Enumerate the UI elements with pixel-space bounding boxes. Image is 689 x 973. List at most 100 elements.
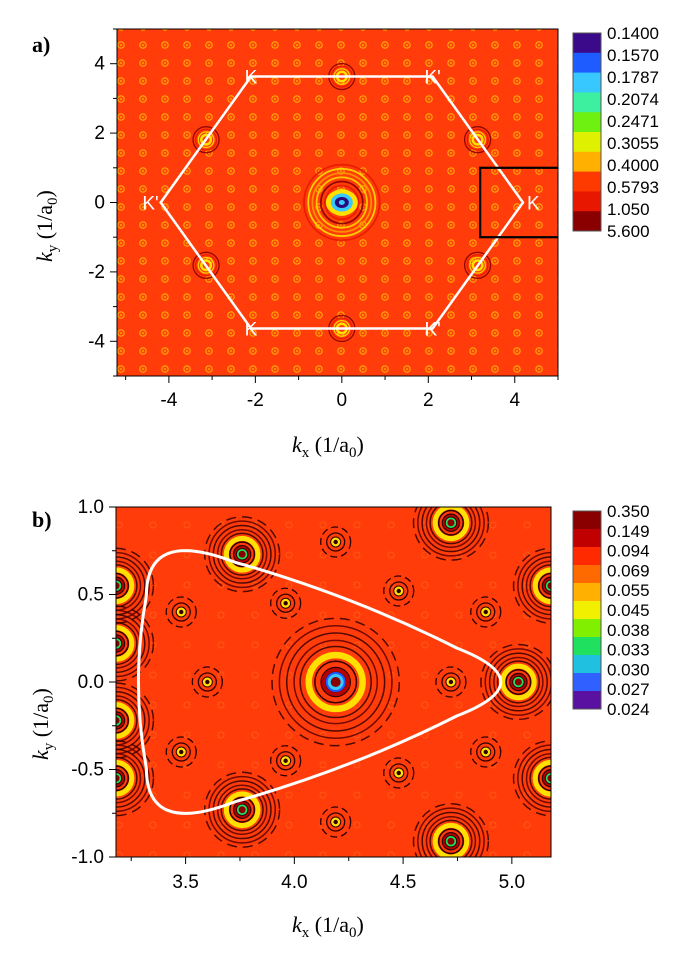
colorbar-a-segment: [573, 33, 601, 54]
symmetry-label: K: [245, 68, 258, 89]
colorbar-a-label: 0.1570: [607, 46, 659, 65]
peak-b-small-contour2: [389, 581, 409, 601]
peak-b-contour: [480, 643, 551, 721]
peak-b-yellow-ring: [500, 663, 537, 701]
peak-b-contour: [421, 811, 481, 857]
peak-b-small-core: [483, 749, 488, 755]
peak-b-yellow-ring: [432, 822, 470, 857]
colorbar-b-segment: [573, 619, 601, 638]
peak-b-large-2: [412, 803, 490, 857]
colorbar-a-segment: [573, 52, 601, 74]
peak-b-small-core: [396, 770, 401, 776]
peak-b-contour: [412, 507, 490, 561]
peak-b-contour: [116, 748, 146, 808]
colorbar-b-segment: [573, 565, 601, 584]
x-tick-label: 3.5: [172, 872, 198, 893]
colorbar-a-segment: [573, 171, 601, 192]
y-tick-label: 4: [94, 54, 105, 75]
peak-b-contour: [517, 744, 551, 813]
peak-a-ring: [195, 254, 218, 277]
peak-b-contour: [417, 507, 485, 557]
peak-b-small-contour: [383, 575, 415, 607]
colorbar-b-label: 0.030: [607, 660, 650, 679]
colorbar-a-label: 0.3055: [607, 134, 659, 153]
peak-b-small-contour: [435, 666, 467, 698]
colorbar-b-segment: [573, 655, 601, 674]
peak-a-ring: [197, 131, 215, 149]
symmetry-label: K: [527, 194, 540, 215]
peak-b-contour: [525, 560, 551, 611]
peak-a-ring: [192, 126, 220, 154]
symmetry-label: K: [245, 319, 258, 340]
peak-a-ring: [303, 163, 381, 242]
colorbar-b-label: 0.069: [607, 561, 650, 580]
colorbar-b-label: 0.024: [607, 700, 650, 719]
peak-b-small-2: [383, 757, 415, 789]
peak-b-small-10: [470, 736, 502, 768]
panel-b-label: b): [32, 507, 52, 532]
x-tick-label: 2: [423, 390, 434, 411]
peak-b-small-contour2: [275, 751, 296, 771]
panel-b-axes: 3.5 4.0 4.5 5.0 1.0 0.5 0.0 -0.5 -1.0: [71, 497, 525, 893]
peak-b-small-contour2: [389, 763, 409, 783]
panel-a-ylabel: ky (1/a0): [32, 190, 61, 262]
peak-b-contour: [412, 803, 490, 857]
zoom-region-box: [479, 166, 558, 239]
colorbar-a-label: 0.1787: [607, 68, 659, 87]
colorbar-b-label: 0.149: [607, 522, 650, 541]
peak-a-ring: [192, 251, 220, 279]
peak-b-small-core: [283, 758, 288, 763]
colorbar-a-label: 1.050: [607, 200, 650, 219]
peak-b-contour: [216, 784, 268, 835]
peak-a-0: [303, 163, 381, 242]
peak-b-core: [514, 678, 522, 686]
peak-b-small-0: [191, 666, 224, 698]
peak-b-core: [547, 582, 551, 590]
colorbar-b-segment: [573, 547, 601, 566]
panel-a-axes: -4 -2 0 2 4 -4 -2 0 2 4: [88, 28, 559, 411]
colorbar-b-label: 0.038: [607, 621, 650, 640]
peak-b-core: [238, 806, 246, 814]
peak-a-ring: [315, 176, 368, 229]
x-tick-label: -2: [247, 390, 264, 411]
peak-b-small-core: [333, 819, 338, 825]
peak-b-core: [238, 550, 246, 558]
colorbar-a-segment: [573, 112, 601, 133]
panel-b-peaks: [116, 507, 551, 857]
colorbar-b-segment: [573, 583, 601, 602]
panel-a-label: a): [32, 32, 50, 57]
peak-b-small-contour: [383, 757, 415, 789]
colorbar-a-segment: [573, 211, 601, 232]
peak-b-core: [330, 677, 341, 687]
peak-b-core: [547, 774, 551, 782]
peak-b-small-core: [205, 679, 210, 685]
colorbar-b-segment: [573, 691, 601, 710]
colorbar-a-frame: [572, 32, 602, 232]
panel-a-xlabel: kx (1/a0): [292, 432, 364, 461]
peak-b-small-contour2: [171, 742, 191, 762]
peak-b-contour: [116, 682, 155, 759]
peak-b-small-core: [179, 609, 184, 615]
peak-b-contour: [493, 656, 544, 708]
colorbar-b-frame: [572, 510, 602, 710]
colorbar-b-segment: [573, 511, 601, 530]
peak-b-small-7: [165, 596, 197, 628]
x-tick-label: 0: [337, 390, 348, 411]
peak-b-small-contour2: [326, 532, 346, 552]
peak-b-small-contour: [320, 806, 352, 838]
peak-b-small-contour: [165, 596, 197, 628]
high-symmetry-labels: K K' K' K K K': [142, 68, 540, 341]
peak-b-small-6: [320, 806, 352, 838]
colorbar-b-label: 0.027: [607, 680, 650, 699]
peak-b-contour: [484, 648, 551, 716]
peak-b-core: [116, 717, 120, 724]
peak-b-yellow-ring: [305, 651, 366, 713]
peak-b-yellow-ring: [432, 507, 470, 542]
colorbar-a-segment: [573, 72, 601, 93]
peak-a-ring: [463, 126, 492, 154]
peak-b-core: [116, 640, 120, 647]
brillouin-zone-hexagon: [159, 75, 525, 330]
peak-b-small-core: [283, 601, 288, 606]
peak-b-contour: [496, 660, 541, 704]
panel-a-colorbar: 0.1400 0.1570 0.1787 0.2074 0.2471 0.3055 0.40…: [572, 24, 659, 241]
